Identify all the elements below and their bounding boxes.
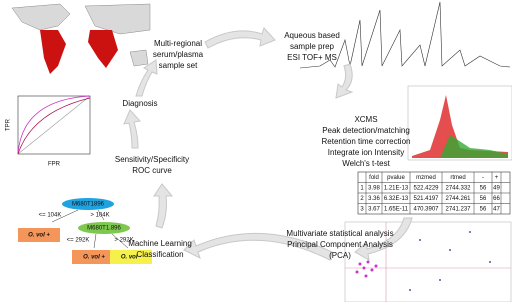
- decision-tree: [18, 198, 152, 264]
- step-text: Multivariate statistical analysis: [286, 229, 393, 238]
- tree-leaf: O. vol +: [28, 233, 50, 239]
- table-cell: 3: [360, 206, 364, 212]
- table-cell: 522.4229: [413, 185, 439, 191]
- tree-node: M680T1.896: [87, 226, 121, 232]
- table-header: rtmed: [450, 175, 465, 181]
- tree-edge: <= 292K: [67, 238, 90, 244]
- table-header: pvalue: [387, 175, 405, 181]
- step-text: Multi-regional: [154, 39, 202, 48]
- table-cell: 49: [493, 185, 500, 191]
- table-cell: 1: [360, 185, 364, 191]
- table-cell: 2: [360, 196, 364, 202]
- step-text: sample set: [159, 61, 198, 70]
- step-text: ROC curve: [132, 166, 172, 175]
- table-cell: 66: [493, 196, 500, 202]
- step-text: serum/plasma: [153, 50, 204, 59]
- step-text: Integrate ion Intensity: [328, 148, 405, 157]
- step-text: Retention time correction: [322, 137, 411, 146]
- step-text: (PCA): [329, 251, 351, 260]
- tree-leaf: O. vol +: [83, 255, 105, 261]
- table-cell: 1.21E-13: [384, 185, 409, 191]
- table-cell: 470.3907: [413, 206, 439, 212]
- table-cell: 3.98: [368, 185, 380, 191]
- axis-label: TPR: [6, 118, 12, 131]
- table-header: fold: [369, 175, 379, 181]
- axis-label: FPR: [48, 162, 61, 168]
- step-text: Machine Learning: [128, 239, 192, 248]
- table-cell: 56: [480, 185, 487, 191]
- step-text: Aqueous based: [284, 31, 340, 40]
- table-cell: 2741.237: [445, 206, 471, 212]
- step-text: Welch's t-test: [342, 159, 390, 168]
- arrows: [123, 27, 413, 261]
- step-text: Peak detection/matching: [322, 126, 410, 135]
- world-map: [11, 3, 151, 74]
- pca-scatter: [344, 221, 512, 302]
- tree-edge: > 292K: [114, 238, 133, 244]
- step-text: Diagnosis: [122, 99, 157, 108]
- table-cell: 3.36: [368, 196, 380, 202]
- step-text: Principal Component Analysis: [287, 240, 393, 249]
- table-cell: 6.32E-13: [384, 196, 409, 202]
- tree-edge: > 104K: [90, 213, 109, 219]
- table-header: mzmed: [416, 175, 436, 181]
- step-text: Sensitivity/Specificity: [115, 155, 189, 164]
- step-text: sample prep: [290, 42, 335, 51]
- step-text: Classification: [136, 250, 183, 259]
- step-text: XCMS: [354, 115, 377, 124]
- tree-node: M680T1896: [72, 202, 105, 208]
- roc-plot: [17, 95, 91, 155]
- table-cell: 2744.261: [445, 196, 471, 202]
- tree-leaf: O. vol -: [121, 255, 141, 261]
- table-cell: 3.67: [368, 206, 380, 212]
- table-header: +: [495, 175, 499, 181]
- table-cell: 521.4197: [413, 196, 439, 202]
- tree-edge: <= 104K: [39, 213, 62, 219]
- table-cell: 47: [493, 206, 500, 212]
- histogram: [407, 85, 512, 161]
- table-cell: 56: [480, 206, 487, 212]
- chromatogram: [299, 1, 511, 69]
- results-table: fold pvalue mzmed rtmed - +1 3.98 1.21E-13 522.4…: [357, 171, 511, 215]
- table-header: -: [482, 175, 484, 181]
- step-text: ESI TOF+ MS: [287, 53, 337, 62]
- table-cell: 56: [480, 196, 487, 202]
- table-cell: 2744.332: [445, 185, 471, 191]
- table-cell: 1.65E-11: [384, 206, 409, 212]
